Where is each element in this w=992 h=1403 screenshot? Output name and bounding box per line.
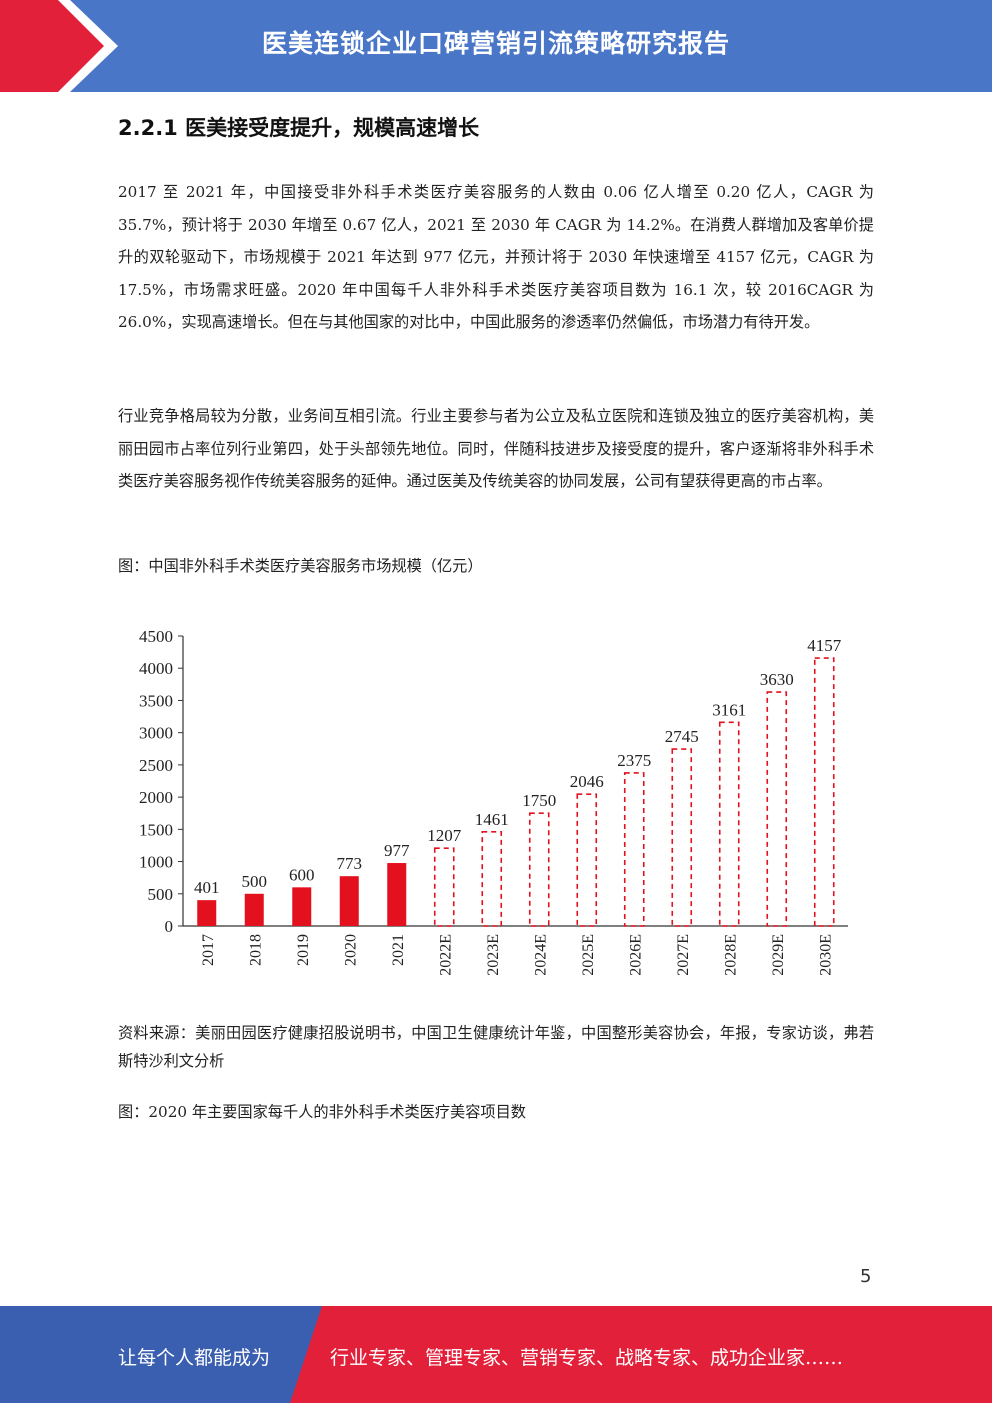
x-tick-label: 2024E <box>532 934 549 976</box>
x-tick-label: 2028E <box>722 934 739 976</box>
bar-forecast <box>528 812 550 927</box>
data-label: 2745 <box>665 727 699 746</box>
y-tick-label: 500 <box>148 885 174 904</box>
bar-forecast <box>576 793 598 927</box>
y-tick-label: 1500 <box>139 820 173 839</box>
bar <box>339 876 359 926</box>
bar <box>244 893 264 926</box>
x-tick-label: 2025E <box>580 934 597 976</box>
x-tick-label: 2020 <box>342 934 359 966</box>
x-tick-label: 2027E <box>675 934 692 976</box>
x-tick-label: 2018 <box>247 934 264 966</box>
bar-forecast <box>671 748 693 927</box>
bar-forecast <box>718 721 740 927</box>
page-header: 医美连锁企业口碑营销引流策略研究报告 <box>0 0 992 92</box>
paragraph-competition: 行业竞争格局较为分散，业务间互相引流。行业主要参与者为公立及私立医院和连锁及独立… <box>118 407 874 490</box>
x-tick-label: 2023E <box>485 934 502 976</box>
header-arrow-decoration <box>0 0 118 92</box>
paragraph-market-growth: 2017 至 2021 年，中国接受非外科手术类医疗美容服务的人数由 0.06 … <box>118 183 874 331</box>
data-label: 2375 <box>617 751 651 770</box>
data-source-note: 资料来源：美丽田园医疗健康招股说明书，中国卫生健康统计年鉴，中国整形美容协会，年… <box>118 1024 874 1070</box>
y-tick-label: 4500 <box>139 627 173 646</box>
page-footer: 让每个人都能成为 行业专家、管理专家、营销专家、战略专家、成功企业家…… <box>0 1306 992 1403</box>
data-label: 500 <box>242 872 268 891</box>
data-label: 977 <box>384 841 410 860</box>
y-tick-label: 3500 <box>139 691 173 710</box>
data-label: 3630 <box>760 670 794 689</box>
y-tick-label: 2000 <box>139 788 173 807</box>
bar <box>197 900 217 926</box>
bar-forecast <box>623 772 645 927</box>
bar-forecast <box>813 657 835 927</box>
chart-caption: 图：中国非外科手术类医疗美容服务市场规模（亿元） <box>118 557 483 575</box>
market-size-bar-chart: 0 500 1000 1500 2000 2500 3000 3500 4000 4500 401 2… <box>139 627 848 976</box>
data-label: 773 <box>337 854 363 873</box>
bar <box>292 887 312 926</box>
bar-forecast <box>433 847 455 927</box>
data-label: 4157 <box>807 636 842 655</box>
bar-forecast <box>766 691 788 927</box>
data-label: 3161 <box>712 700 746 719</box>
y-tick-label: 1000 <box>139 853 173 872</box>
report-title: 医美连锁企业口碑营销引流策略研究报告 <box>262 29 731 58</box>
footer-slogan-left: 让每个人都能成为 <box>118 1347 271 1369</box>
page-number: 5 <box>860 1266 872 1287</box>
x-tick-label: 2021 <box>390 934 407 966</box>
y-tick-label: 2500 <box>139 756 173 775</box>
x-tick-label: 2017 <box>200 934 217 966</box>
y-tick-label: 3000 <box>139 724 173 743</box>
y-tick-label: 4000 <box>139 659 173 678</box>
x-tick-label: 2019 <box>295 934 312 966</box>
x-tick-label: 2022E <box>437 934 454 976</box>
data-label: 401 <box>194 878 220 897</box>
bar <box>387 863 407 926</box>
data-label: 1461 <box>475 810 509 829</box>
data-label: 1750 <box>522 791 556 810</box>
x-tick-label: 2029E <box>770 934 787 976</box>
y-tick-label: 0 <box>165 917 174 936</box>
section-heading: 2.2.1 医美接受度提升，规模高速增长 <box>118 116 480 140</box>
footer-slogan-right: 行业专家、管理专家、营销专家、战略专家、成功企业家…… <box>330 1347 844 1369</box>
x-tick-label: 2030E <box>817 934 834 976</box>
data-label: 600 <box>289 865 315 884</box>
data-label: 2046 <box>570 772 604 791</box>
data-label: 1207 <box>427 826 462 845</box>
footer-background <box>0 1306 992 1403</box>
bar-forecast <box>481 831 503 927</box>
second-chart-caption: 图：2020 年主要国家每千人的非外科手术类医疗美容项目数 <box>118 1103 526 1121</box>
x-tick-label: 2026E <box>627 934 644 976</box>
